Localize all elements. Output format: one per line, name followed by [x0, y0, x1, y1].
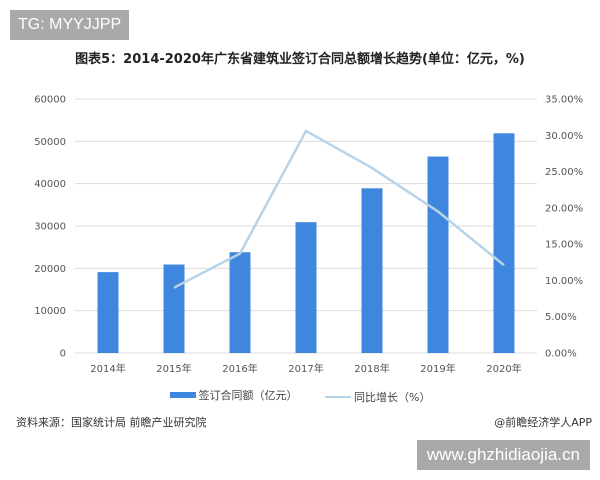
watermark-tag: TG: MYYJJPP: [10, 10, 130, 40]
y-right-tick-label: 10.00%: [545, 276, 583, 287]
bar: [163, 264, 185, 353]
y-right-tick-label: 15.00%: [545, 240, 583, 251]
legend-item-bar: 签订合同额（亿元）: [169, 387, 298, 403]
x-tick-label: 2017年: [288, 362, 323, 375]
y-right-tick-label: 35.00%: [545, 95, 583, 106]
bar: [427, 156, 449, 353]
y-left-tick-label: 30000: [34, 222, 66, 233]
credit-note: @前瞻经济学人APP: [494, 416, 592, 429]
x-tick-label: 2020年: [486, 362, 521, 375]
legend-label-line: 同比增长（%）: [354, 391, 431, 404]
y-right-tick-label: 0.00%: [545, 349, 577, 360]
x-tick-label: 2019年: [420, 362, 455, 375]
bar: [361, 188, 383, 353]
legend-item-line: 同比增长（%）: [325, 389, 430, 405]
y-right-tick-label: 25.00%: [545, 167, 583, 178]
y-left-tick-label: 40000: [34, 179, 66, 190]
y-left-tick-label: 10000: [34, 306, 66, 317]
x-tick-label: 2015年: [156, 362, 191, 375]
y-left-tick-label: 0: [60, 349, 66, 360]
x-tick-label: 2018年: [354, 362, 389, 375]
y-right-tick-label: 20.00%: [545, 203, 583, 214]
bar: [295, 222, 317, 353]
x-tick-label: 2016年: [222, 362, 257, 375]
y-left-tick-label: 60000: [34, 95, 66, 106]
legend-label-bar: 签订合同额（亿元）: [198, 389, 298, 402]
legend: 签订合同额（亿元） 同比增长（%）: [0, 387, 600, 405]
chart-title: 图表5：2014-2020年广东省建筑业签订合同总额增长趋势(单位：亿元，%): [75, 52, 525, 67]
legend-swatch-bar: [169, 392, 196, 398]
x-tick-label: 2014年: [90, 362, 125, 375]
y-left-tick-label: 50000: [34, 137, 66, 148]
source-note: 资料来源：国家统计局 前瞻产业研究院: [16, 416, 207, 429]
y-left-tick-label: 20000: [34, 264, 66, 275]
bar: [493, 133, 515, 353]
watermark-site: www.ghzhidiaojia.cn: [416, 440, 590, 470]
legend-swatch-line: [325, 396, 352, 398]
bar: [97, 272, 119, 353]
bar: [229, 252, 251, 353]
growth-line: [173, 129, 505, 289]
y-right-tick-label: 5.00%: [545, 312, 577, 323]
y-right-tick-label: 30.00%: [545, 131, 583, 142]
